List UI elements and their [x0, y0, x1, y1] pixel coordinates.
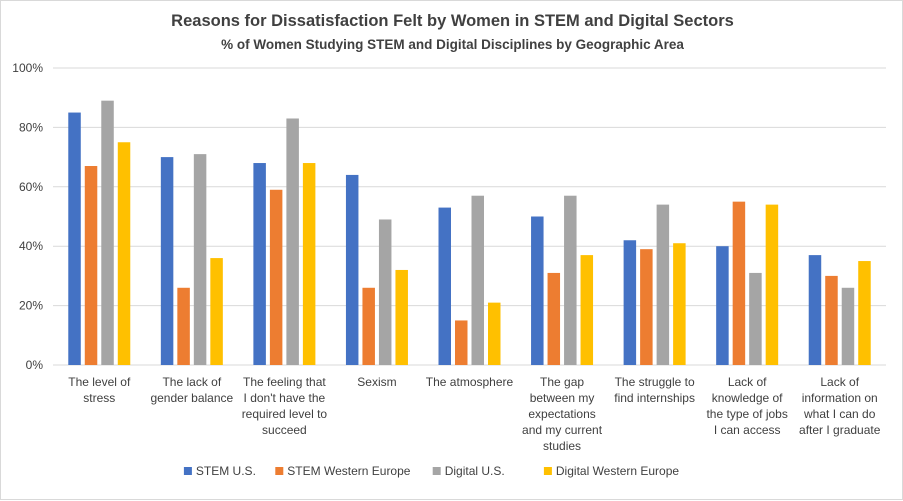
x-category-label: Lack of knowledge of the type of jobs I can… — [706, 375, 787, 437]
x-category-label: Sexism — [357, 375, 396, 389]
bar — [749, 272, 762, 365]
bar — [362, 287, 375, 365]
bar — [395, 269, 408, 365]
bar — [253, 163, 266, 365]
x-category-label: The level of stress — [68, 375, 131, 405]
legend-swatch — [432, 467, 441, 475]
legend-swatch — [543, 467, 552, 475]
bar — [858, 261, 871, 365]
bar — [193, 154, 207, 365]
legend-label: Digital Western Europe — [556, 464, 679, 478]
bar — [841, 287, 855, 365]
bar — [716, 246, 729, 365]
legend-swatch — [183, 467, 192, 475]
bar — [160, 157, 174, 365]
bar — [438, 207, 451, 365]
bar — [84, 166, 98, 365]
bar — [302, 163, 316, 365]
bar — [656, 204, 670, 365]
bar — [286, 118, 299, 366]
bar — [640, 249, 653, 365]
x-category-label: The struggle to find internships — [614, 375, 695, 405]
bar — [825, 275, 838, 365]
bar — [101, 100, 114, 366]
bar — [808, 255, 822, 365]
chart-title: Reasons for Dissatisfaction Felt by Wome… — [171, 12, 734, 30]
y-tick-label: 80% — [19, 120, 43, 134]
legend-label: Digital U.S. — [445, 464, 505, 478]
bar — [210, 258, 223, 365]
bar — [269, 189, 283, 365]
bar — [765, 204, 779, 365]
bar — [732, 201, 746, 365]
bar — [623, 240, 637, 365]
bar — [117, 142, 131, 365]
bar — [580, 255, 594, 365]
bar — [471, 195, 484, 365]
x-category-label: The gap between my expectations and my curr… — [522, 375, 603, 453]
bar — [531, 216, 544, 365]
x-category-label: The lack of gender balance — [150, 375, 233, 405]
legend-label: STEM Western Europe — [287, 464, 410, 478]
legend-label: STEM U.S. — [196, 464, 256, 478]
bar — [673, 243, 686, 365]
y-tick-label: 0% — [26, 358, 44, 372]
bar — [564, 195, 577, 365]
bar — [177, 287, 190, 365]
y-tick-label: 40% — [19, 239, 43, 253]
bar — [455, 320, 468, 365]
y-tick-label: 20% — [19, 299, 43, 313]
x-category-label: The feeling that I don't have the required… — [242, 375, 328, 437]
bar — [547, 272, 561, 365]
bar — [68, 112, 81, 365]
x-category-label: The atmosphere — [426, 375, 514, 389]
y-tick-label: 60% — [19, 180, 43, 194]
x-category-label: Lack of information on what I can do after … — [799, 375, 881, 437]
bar — [345, 174, 359, 365]
bar — [488, 302, 501, 365]
legend-swatch — [275, 467, 284, 475]
y-tick-label: 100% — [12, 61, 43, 75]
chart-subtitle: % of Women Studying STEM and Digital Dis… — [221, 37, 684, 52]
bar — [378, 219, 392, 365]
